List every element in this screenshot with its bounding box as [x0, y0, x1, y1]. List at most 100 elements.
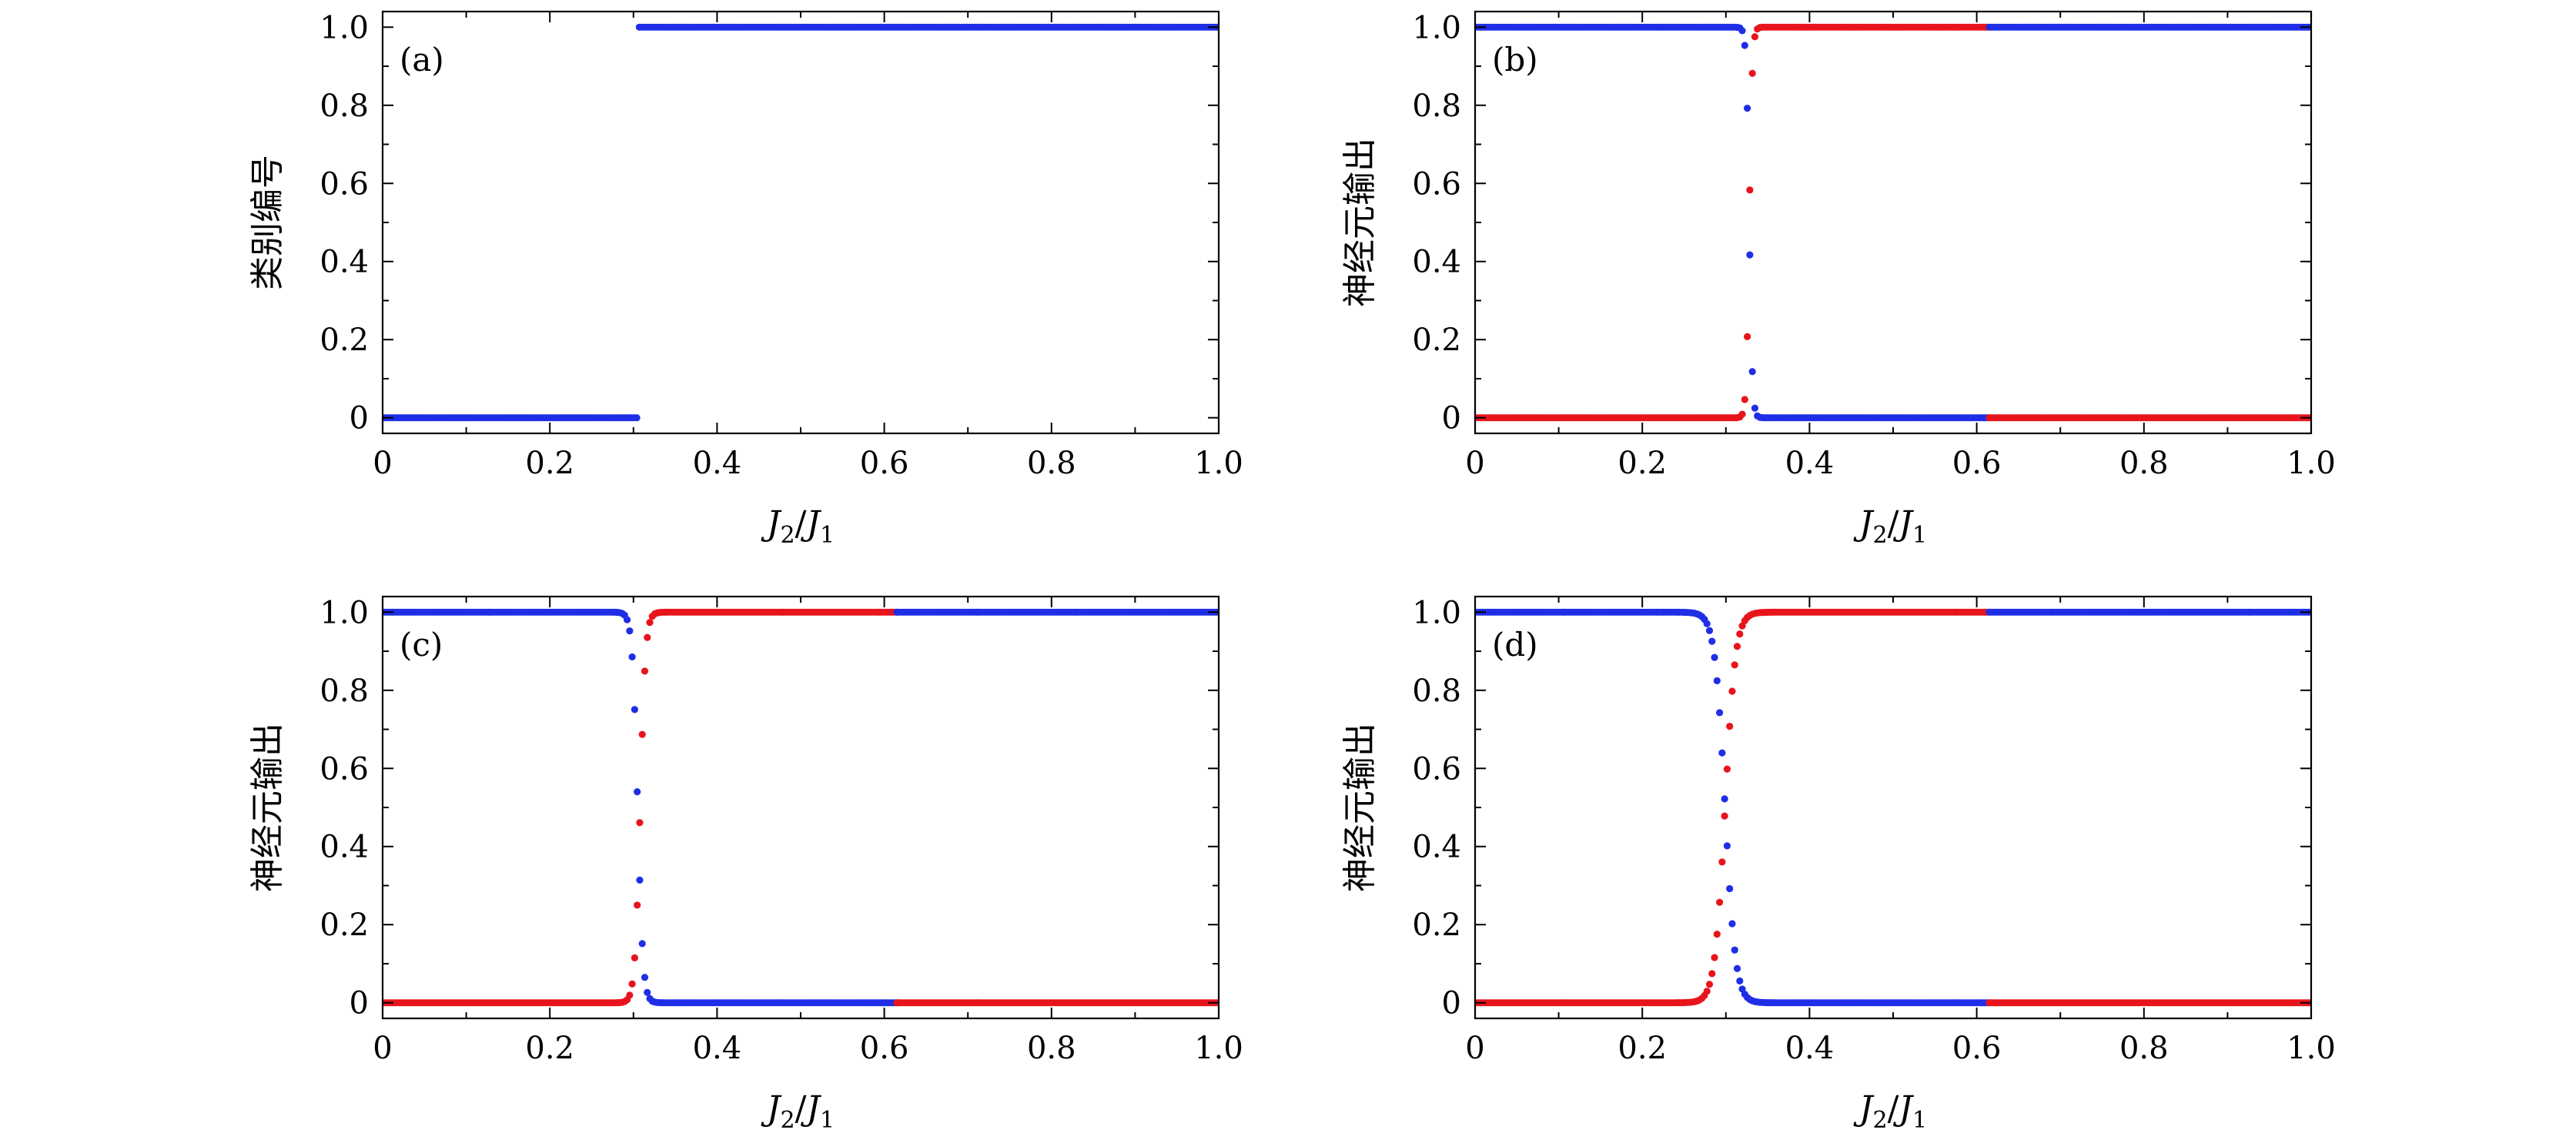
data-point	[1741, 42, 1748, 49]
data-point	[1721, 812, 1728, 820]
y-tick-label: 0	[350, 401, 369, 436]
data-point	[644, 634, 651, 641]
y-tick-label: 0.4	[319, 245, 369, 280]
panel-label: (c)	[400, 626, 443, 664]
data-point	[1746, 186, 1754, 194]
data-layer	[1475, 608, 2311, 1007]
data-point	[636, 819, 644, 827]
x-tick-label: 0.6	[1952, 446, 2002, 481]
chart-panel-a: 0 0.2 0.4 0.6 0.8 1.0 0 0.2 0.4 0.6 0.8 1.0 (a) J2/J1…	[248, 10, 1243, 549]
data-point	[1711, 654, 1718, 661]
data-point	[1713, 677, 1721, 684]
data-point	[1733, 964, 1741, 972]
data-point	[1718, 749, 1726, 757]
data-point	[634, 788, 641, 796]
data-point	[1726, 884, 1734, 893]
data-point	[1718, 858, 1726, 866]
data-point	[1705, 981, 1714, 988]
series-3	[893, 608, 1219, 616]
y-axis-label: 神经元输出	[1340, 723, 1380, 892]
data-point	[1711, 954, 1718, 961]
data-point	[1713, 931, 1721, 938]
x-tick-label: 0.4	[693, 446, 742, 481]
y-tick-label: 0.6	[1412, 166, 1461, 202]
y-tick-label: 0.6	[1412, 751, 1461, 787]
x-axis-label: J2/J1	[761, 1089, 835, 1134]
data-point	[1748, 69, 1756, 77]
panel-label: (a)	[400, 41, 444, 79]
y-tick-label: 0.8	[1412, 674, 1461, 709]
x-tick-label: 0	[1465, 1031, 1484, 1066]
y-tick-label: 0.2	[319, 908, 369, 943]
x-tick-label: 0.8	[2119, 446, 2169, 481]
series-2	[893, 999, 1219, 1007]
data-point	[1751, 33, 1759, 41]
x-tick-label: 0.4	[693, 1031, 742, 1066]
data-point	[1703, 620, 1711, 627]
data-point	[1723, 765, 1731, 773]
plot-frame	[1474, 595, 2313, 1020]
x-tick-label: 1.0	[1194, 446, 1243, 481]
chart-panel-b: 0 0.2 0.4 0.6 0.8 1.0 0 0.2 0.4 0.6 0.8 1.0 (b) J2/J1…	[1340, 10, 2336, 549]
y-tick-label: 1.0	[1412, 10, 1461, 45]
panel-label: (b)	[1492, 41, 1538, 79]
y-tick-label: 0	[350, 986, 369, 1021]
x-tick-label: 0.8	[1027, 446, 1076, 481]
data-point	[1743, 333, 1751, 340]
data-point	[1721, 795, 1728, 803]
data-point	[631, 954, 639, 961]
y-tick-label: 0.6	[319, 166, 369, 202]
x-tick-label: 0	[373, 1031, 392, 1066]
x-tick-label: 0	[1465, 446, 1484, 481]
series-2	[1986, 608, 2311, 616]
x-axis-label: J2/J1	[761, 504, 835, 549]
series-3	[1986, 414, 2311, 422]
data-point	[1726, 722, 1734, 730]
series-0	[383, 23, 1219, 422]
data-point	[1738, 410, 1746, 418]
plot-frame	[1474, 10, 2313, 435]
y-tick-label: 0.2	[319, 323, 369, 358]
x-tick-label: 0.2	[525, 1031, 574, 1066]
data-point	[1715, 898, 1724, 906]
x-axis-label: J2/J1	[1853, 1089, 1927, 1134]
data-point	[1733, 643, 1741, 650]
plot-frame	[381, 595, 1220, 1020]
x-tick-label: 1.0	[2287, 1031, 2336, 1066]
data-point	[626, 991, 634, 999]
series-0	[1475, 23, 1993, 422]
series-0	[1475, 608, 1993, 1007]
series-2	[1986, 23, 2311, 31]
plot-frame	[381, 10, 1220, 435]
data-point	[1703, 988, 1711, 995]
chart-panel-d: 0 0.2 0.4 0.6 0.8 1.0 0 0.2 0.4 0.6 0.8 1.0 (d) J2/J1…	[1340, 595, 2336, 1134]
x-tick-label: 0.2	[1618, 1031, 1667, 1066]
data-point	[641, 667, 649, 675]
data-point	[1751, 404, 1759, 412]
data-point	[633, 414, 641, 422]
x-tick-label: 0.8	[1027, 1031, 1076, 1066]
data-point	[1736, 977, 1744, 985]
data-point	[1728, 687, 1736, 695]
y-tick-label: 0.8	[319, 89, 369, 124]
data-point	[641, 974, 649, 981]
y-tick-label: 0.8	[319, 674, 369, 709]
y-tick-label: 0.4	[1412, 245, 1461, 280]
x-tick-label: 0.8	[2119, 1031, 2169, 1066]
data-layer	[383, 608, 1219, 1007]
y-axis-label: 类别编号	[248, 155, 287, 290]
data-point	[628, 980, 636, 988]
x-tick-label: 0.2	[1618, 446, 1667, 481]
y-tick-label: 0.2	[1412, 323, 1461, 358]
y-tick-label: 0	[1442, 986, 1461, 1021]
data-point	[1728, 920, 1736, 928]
data-point	[1743, 105, 1751, 112]
x-tick-label: 1.0	[2287, 446, 2336, 481]
data-point	[623, 616, 631, 623]
data-point	[631, 706, 639, 714]
y-axis-label: 神经元输出	[248, 723, 287, 892]
data-point	[1738, 27, 1746, 35]
y-axis-label: 神经元输出	[1340, 138, 1380, 307]
data-point	[1708, 637, 1716, 645]
